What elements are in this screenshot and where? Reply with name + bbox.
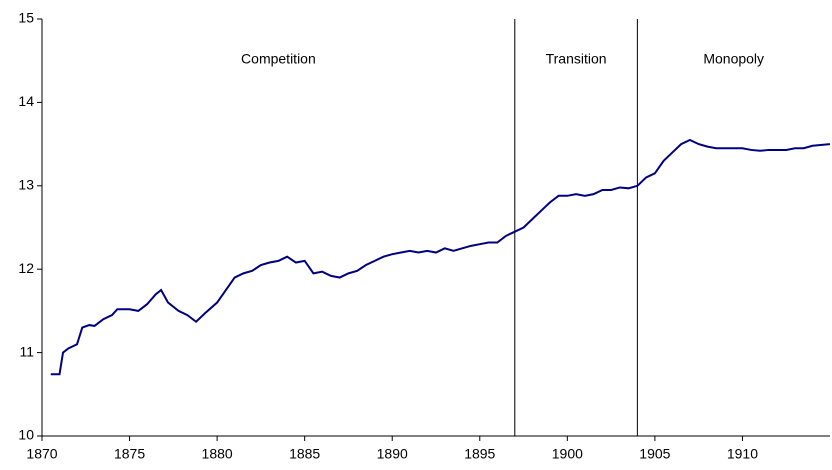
region-label: Competition: [241, 51, 316, 67]
x-tick-label: 1900: [552, 446, 583, 462]
x-tick-label: 1905: [639, 446, 670, 462]
x-tick-label: 1875: [114, 446, 145, 462]
x-tick-label: 1885: [289, 446, 320, 462]
y-tick-label: 13: [18, 177, 34, 193]
region-label: Transition: [546, 51, 607, 67]
y-tick-label: 11: [19, 343, 34, 359]
x-tick-label: 1895: [464, 446, 495, 462]
x-tick-label: 1880: [202, 446, 233, 462]
y-tick-label: 15: [18, 10, 34, 26]
y-tick-label: 12: [18, 260, 34, 276]
y-tick-label: 14: [18, 93, 34, 109]
y-tick-label: 10: [18, 427, 34, 443]
region-label: Monopoly: [703, 51, 764, 67]
x-tick-label: 1910: [727, 446, 758, 462]
data-line: [50, 138, 831, 376]
x-tick-label: 1890: [377, 446, 408, 462]
x-tick-label: 1870: [26, 446, 57, 462]
